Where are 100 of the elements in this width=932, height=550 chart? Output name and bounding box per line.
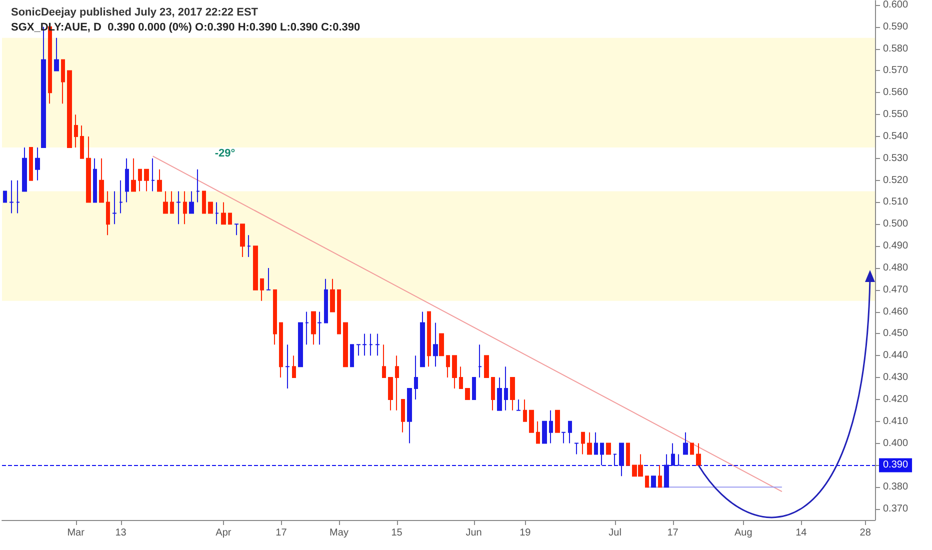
y-tick-label: 0.420 xyxy=(883,394,908,405)
candlestick xyxy=(234,224,239,236)
candlestick xyxy=(80,125,84,159)
x-tick-label: 19 xyxy=(520,528,532,538)
candlestick xyxy=(529,410,534,433)
candlestick xyxy=(523,398,527,422)
y-tick-label: 0.580 xyxy=(883,43,908,54)
y-tick-label: 0.520 xyxy=(883,174,908,186)
candlestick xyxy=(183,190,187,225)
x-tick-label: Jul xyxy=(608,528,622,538)
candlestick xyxy=(151,158,155,192)
y-tick-label: 0.460 xyxy=(883,306,908,318)
candlestick xyxy=(285,344,290,390)
x-tick-label: 14 xyxy=(796,528,808,538)
candlestick xyxy=(305,311,309,346)
x-tick-label: Jun xyxy=(466,528,482,538)
y-tick-label: 0.370 xyxy=(883,504,908,515)
candlestick xyxy=(298,322,303,368)
candlestick xyxy=(343,322,348,368)
candlestick xyxy=(144,168,149,192)
candlestick xyxy=(439,333,444,356)
candlestick xyxy=(459,366,463,390)
candlestick xyxy=(260,278,264,302)
candlestick xyxy=(542,420,547,444)
text: SGX_DLY:AUE, D 0.390 0.000 (0%) O:0.390 H:0.390 L:0.390 C:0.390 xyxy=(11,22,360,34)
candlestick xyxy=(93,158,97,203)
candlestick xyxy=(350,344,354,368)
candlestick xyxy=(510,377,515,411)
candlestick xyxy=(561,432,566,444)
candlestick xyxy=(67,70,72,148)
y-tick-label: 0.400 xyxy=(883,438,908,449)
candlestick xyxy=(3,190,7,203)
candlestick xyxy=(221,202,226,225)
candlestick xyxy=(228,212,232,225)
candlestick xyxy=(369,333,373,356)
candlestick xyxy=(29,146,33,181)
y-tick-label: 0.490 xyxy=(883,240,908,252)
y-tick-label: 0.430 xyxy=(883,372,908,384)
candlestick xyxy=(9,180,14,214)
candlestick xyxy=(658,464,662,488)
candlestick xyxy=(330,278,335,312)
candlestick xyxy=(401,398,405,433)
y-tick-label: 0.590 xyxy=(883,21,908,32)
candlestick xyxy=(247,234,251,258)
candlestick xyxy=(504,366,508,411)
candlestick xyxy=(74,114,78,148)
y-tick-label: 0.440 xyxy=(883,350,908,362)
candlestick xyxy=(587,432,592,455)
candlestick xyxy=(651,476,656,488)
text: SonicDeejay published July 23, 2017 22:22 EST xyxy=(11,6,258,18)
y-tick-label: 0.570 xyxy=(883,65,908,76)
x-tick-label: May xyxy=(330,528,348,538)
candlestick xyxy=(215,202,219,225)
candlestick xyxy=(446,355,450,378)
y-tick-label: 0.540 xyxy=(883,130,908,142)
candlestick xyxy=(626,442,630,466)
y-tick-label: 0.450 xyxy=(883,328,908,340)
candlestick xyxy=(189,190,194,214)
candlestick xyxy=(478,344,482,378)
candlestick xyxy=(606,442,611,455)
candlestick xyxy=(407,388,412,444)
candlestick xyxy=(208,202,213,214)
y-tick-label: 0.600 xyxy=(883,0,908,10)
candlestick xyxy=(594,432,598,455)
annotation: -29° xyxy=(214,148,236,160)
candlestick xyxy=(324,278,328,324)
candlestick xyxy=(600,442,604,466)
candlestick xyxy=(574,442,579,455)
candlestick xyxy=(472,377,476,400)
y-tick-label: 0.470 xyxy=(883,284,908,296)
x-tick-label: Aug xyxy=(734,528,752,538)
y-tick-label: 0.480 xyxy=(883,262,908,274)
candlestick xyxy=(292,355,296,378)
candlestick xyxy=(16,180,20,214)
candlestick xyxy=(491,377,495,411)
candlestick xyxy=(395,355,399,411)
candlestick xyxy=(202,190,206,214)
y-tick-label: 0.530 xyxy=(883,152,908,164)
candlestick xyxy=(131,158,136,192)
candlestick xyxy=(452,355,457,390)
x-tick-label: 13 xyxy=(115,528,127,538)
candlestick xyxy=(388,377,393,411)
y-tick-label: 0.500 xyxy=(883,218,908,230)
y-tick-label: 0.380 xyxy=(883,482,908,493)
candlestick xyxy=(35,146,40,181)
candlestick xyxy=(536,420,540,444)
candlestick xyxy=(414,355,418,400)
candlestick xyxy=(484,355,489,378)
candlestick xyxy=(420,311,425,368)
candlestick xyxy=(645,476,649,488)
candlestick xyxy=(163,190,168,214)
x-tick-label: 15 xyxy=(391,528,403,538)
candlestick xyxy=(86,136,91,203)
candlestick xyxy=(273,289,277,346)
x-tick-label: Mar xyxy=(67,528,86,538)
y-tick-label: 0.560 xyxy=(883,87,908,98)
candlestick xyxy=(317,311,322,346)
candlestick xyxy=(125,158,129,203)
candlestick xyxy=(516,398,521,411)
candlestick xyxy=(549,410,553,444)
